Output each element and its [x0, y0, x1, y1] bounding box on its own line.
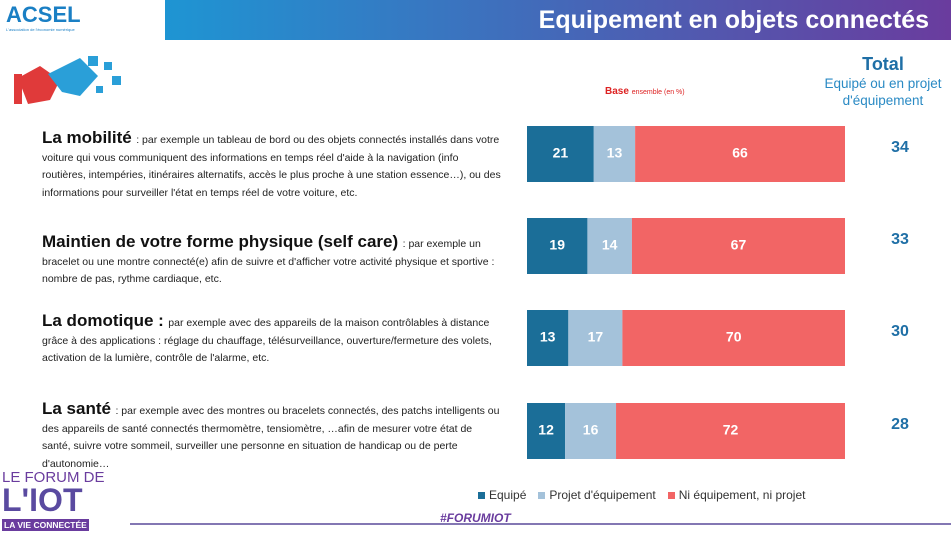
value-label: 13	[540, 329, 556, 345]
legend-label: Projet d'équipement	[549, 488, 656, 502]
category-description: par exemple avec des appareils de la mai…	[42, 317, 492, 364]
event-logo: LE FORUM DE L'IOT LA VIE CONNECTÉE	[2, 470, 105, 533]
value-label: 17	[588, 329, 604, 345]
base-label: Base ensemble (en %)	[605, 86, 685, 97]
logo: ACSEL	[6, 2, 81, 27]
value-label: 70	[726, 329, 742, 345]
legend-item: Projet d'équipement	[538, 488, 656, 502]
category-block: Maintien de votre forme physique (self c…	[42, 232, 502, 288]
legend-swatch	[538, 491, 546, 499]
category-label: La mobilité	[42, 128, 132, 147]
bar-segment	[593, 126, 636, 182]
legend-label: Equipé	[489, 488, 527, 502]
category-description: : par exemple un tableau de bord ou des …	[42, 134, 501, 199]
bar-segment	[622, 310, 845, 366]
bar-segment	[527, 126, 594, 182]
category-label: Maintien de votre forme physique (self c…	[42, 232, 399, 251]
value-label: 72	[723, 422, 739, 438]
value-label: 12	[538, 422, 554, 438]
bar-segment	[527, 403, 566, 459]
category-block: La mobilité : par exemple un tableau de …	[42, 128, 502, 201]
category-description: : par exemple un bracelet ou une montre …	[42, 238, 495, 285]
legend: Equipé Projet d'équipement Ni équipement, …	[478, 488, 805, 502]
legend-item: Equipé	[478, 488, 526, 502]
legend-swatch	[478, 491, 485, 499]
title-bar	[165, 0, 951, 40]
total-value: 34	[891, 139, 909, 156]
bar-segment	[527, 310, 569, 366]
value-label: 67	[731, 237, 747, 253]
value-label: 13	[607, 145, 623, 161]
bar-segment	[527, 218, 588, 274]
bar-segment	[565, 403, 617, 459]
total-value: 28	[891, 416, 909, 433]
bar-segment	[568, 310, 623, 366]
total-value: 30	[891, 323, 909, 340]
value-label: 16	[583, 422, 599, 438]
legend-label: Ni équipement, ni projet	[678, 488, 806, 502]
chart-title: Equipement en objets connectés	[538, 6, 929, 34]
value-label: 19	[549, 237, 565, 253]
legend-item: Ni équipement, ni projet	[667, 488, 806, 502]
bar-segment	[587, 218, 632, 274]
total-subtitle: Equipé ou en projet d'équipement	[824, 76, 942, 108]
total-header: Total Equipé ou en projet d'équipement	[815, 54, 951, 109]
total-title: Total	[862, 54, 904, 74]
logo-icon	[14, 56, 121, 104]
value-label: 21	[553, 145, 569, 161]
event-line3: LA VIE CONNECTÉE	[2, 519, 89, 531]
legend-swatch	[667, 491, 675, 499]
bar-segment	[631, 218, 845, 274]
base: Base	[605, 86, 629, 97]
category-label: La santé	[42, 399, 111, 418]
category-block: La domotique : par exemple avec des appa…	[42, 311, 502, 367]
hashtag: #FORUMIOT	[440, 511, 511, 525]
category-block: La santé : par exemple avec des montres …	[42, 399, 502, 472]
base-note: ensemble (en %)	[631, 89, 685, 96]
logo-tagline: L'association de l'économie numérique	[6, 27, 75, 32]
value-label: 66	[732, 145, 748, 161]
total-value: 33	[891, 231, 909, 248]
bar-segment	[635, 126, 845, 182]
bar-segment	[616, 403, 845, 459]
event-line1: LE FORUM DE	[2, 469, 105, 486]
category-description: : par exemple avec des montres ou bracel…	[42, 405, 500, 470]
category-label: La domotique :	[42, 311, 164, 330]
event-line2: L'IOT	[2, 482, 83, 518]
value-label: 14	[602, 237, 618, 253]
